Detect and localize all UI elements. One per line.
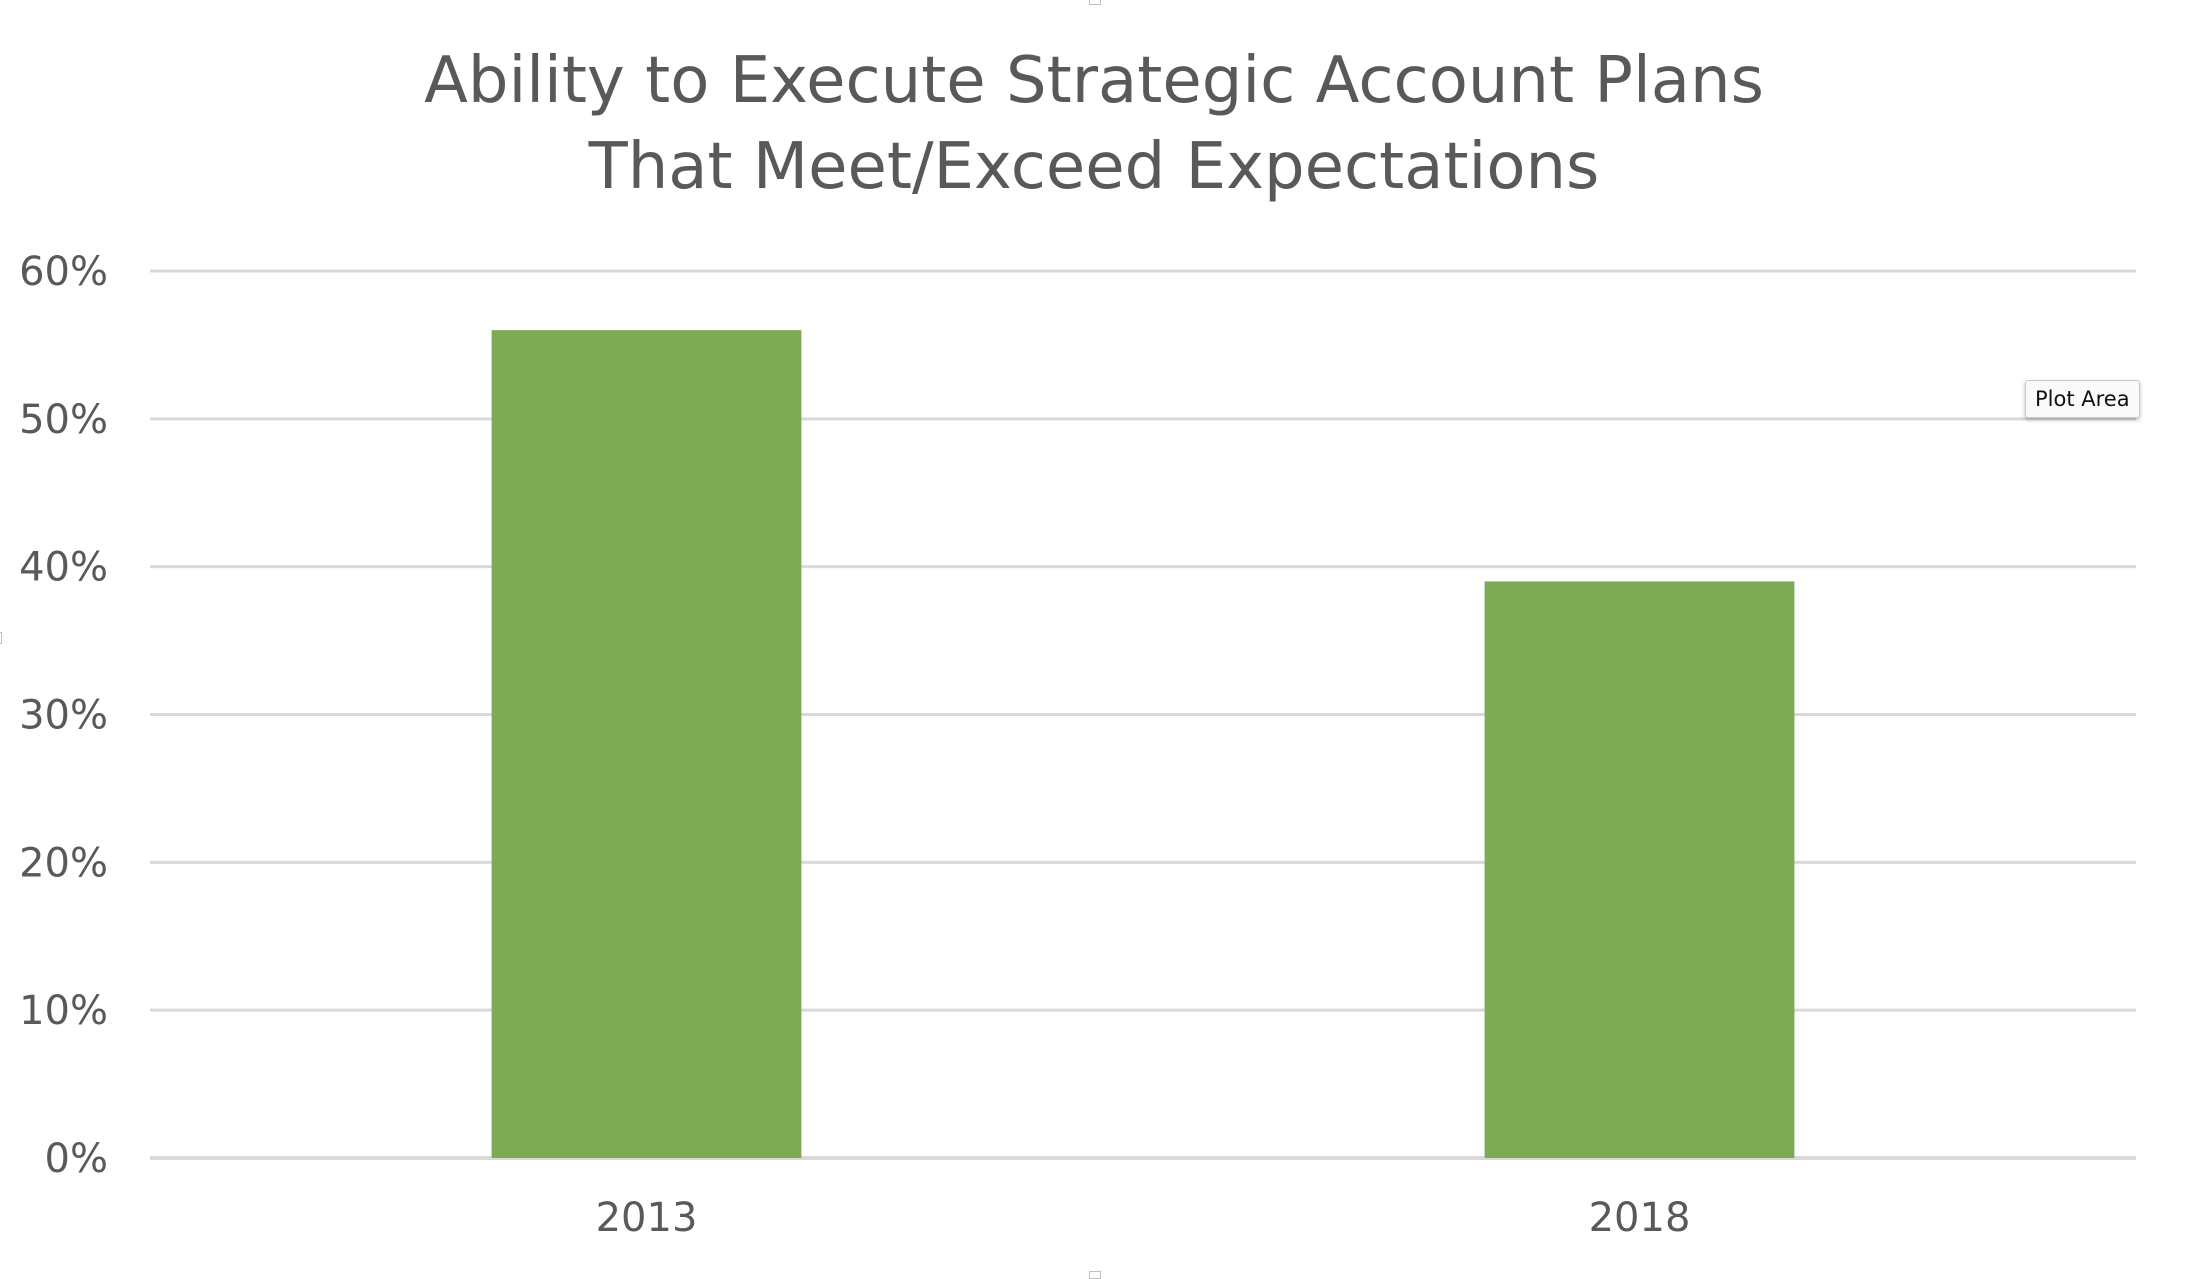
- y-tick-label: 0%: [45, 1136, 108, 1182]
- y-tick-label: 20%: [19, 840, 108, 886]
- y-tick-label: 30%: [19, 693, 108, 739]
- y-tick-label: 50%: [19, 397, 108, 443]
- y-tick-label: 40%: [19, 545, 108, 591]
- x-tick-label: 2018: [1589, 1195, 1691, 1241]
- bar-2013[interactable]: [491, 330, 802, 1159]
- chart-title-line-2: That Meet/Exceed Expectations: [588, 130, 1600, 204]
- bar-2018[interactable]: [1484, 581, 1795, 1158]
- x-tick-label: 2013: [596, 1195, 698, 1241]
- selection-handle-bottom[interactable]: [1089, 1271, 1101, 1279]
- y-axis-tick-labels: 0% 10% 20% 30% 40% 50% 60%: [19, 249, 108, 1182]
- gridlines: [150, 269, 2136, 1160]
- y-tick-label: 10%: [19, 988, 108, 1034]
- bars: [491, 330, 1795, 1159]
- plot-area-tooltip: Plot Area: [2025, 380, 2140, 418]
- x-axis-tick-labels: 2013 2018: [596, 1195, 1691, 1241]
- chart-title: Ability to Execute Strategic Account Pla…: [0, 38, 2188, 210]
- chart-title-line-1: Ability to Execute Strategic Account Pla…: [424, 44, 1764, 118]
- selection-handle-left[interactable]: [0, 632, 2, 644]
- selection-handle-top[interactable]: [1089, 0, 1101, 5]
- y-tick-label: 60%: [19, 249, 108, 295]
